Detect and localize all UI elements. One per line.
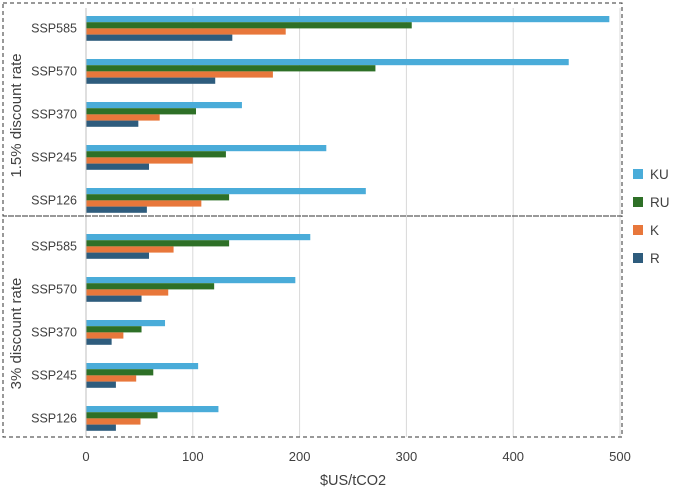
x-tick-label-0: 0	[82, 449, 89, 464]
bar-p1-ssp245-k	[86, 157, 193, 164]
bar-p2-ssp245-ku	[86, 363, 199, 370]
bar-p2-ssp570-k	[86, 289, 169, 296]
bar-p1-ssp245-ru	[86, 151, 226, 158]
bar-p2-ssp585-ku	[86, 234, 311, 241]
bar-p1-ssp245-r	[86, 163, 150, 170]
legend-label-ru: RU	[650, 195, 670, 210]
bar-p1-ssp245-ku	[86, 145, 327, 152]
bar-p1-ssp126-ku	[86, 188, 366, 195]
bar-p2-ssp370-k	[86, 332, 124, 339]
bar-p1-ssp585-ru	[86, 22, 412, 29]
panel-label-2: 3% discount rate	[8, 278, 25, 390]
bar-p2-ssp245-r	[86, 381, 116, 388]
legend-label-r: R	[650, 251, 660, 266]
bar-p2-ssp245-k	[86, 375, 137, 382]
bar-p2-ssp570-ru	[86, 283, 215, 290]
bar-p1-ssp126-ru	[86, 194, 230, 201]
legend-label-k: K	[650, 223, 659, 238]
category-label-p1-ssp126: SSP126	[31, 193, 77, 207]
x-tick-label-200: 200	[289, 449, 311, 464]
bar-p2-ssp370-ku	[86, 320, 166, 327]
x-axis-title: $US/tCO2	[320, 473, 386, 489]
bar-p1-ssp370-r	[86, 120, 139, 127]
bar-p1-ssp570-ru	[86, 65, 376, 72]
category-label-p2-ssp245: SSP245	[31, 368, 77, 382]
bar-p2-ssp370-ru	[86, 326, 142, 333]
bar-p1-ssp585-r	[86, 34, 233, 41]
bar-p2-ssp126-ru	[86, 412, 158, 419]
bar-p2-ssp585-ru	[86, 240, 230, 247]
bar-p1-ssp570-r	[86, 77, 216, 84]
bar-p2-ssp245-ru	[86, 369, 154, 376]
x-tick-label-500: 500	[609, 449, 631, 464]
bar-p2-ssp585-k	[86, 246, 174, 253]
bar-p1-ssp585-ku	[86, 16, 610, 23]
x-tick-label-300: 300	[396, 449, 418, 464]
x-tick-label-100: 100	[182, 449, 204, 464]
category-label-p2-ssp570: SSP570	[31, 282, 77, 296]
bar-p2-ssp126-k	[86, 418, 141, 425]
category-label-p1-ssp370: SSP370	[31, 107, 77, 121]
panel-label-1: 1.5% discount rate	[8, 53, 25, 177]
bar-p1-ssp126-k	[86, 200, 202, 207]
panel-box-2	[2, 215, 623, 438]
bar-p1-ssp570-k	[86, 71, 273, 78]
category-label-p1-ssp585: SSP585	[31, 21, 77, 35]
legend-swatch-k	[633, 225, 643, 235]
category-label-p2-ssp370: SSP370	[31, 325, 77, 339]
bar-p1-ssp370-k	[86, 114, 160, 121]
bar-p1-ssp126-r	[86, 206, 147, 213]
bar-p1-ssp370-ku	[86, 102, 242, 109]
bar-p2-ssp570-r	[86, 295, 142, 302]
x-tick-label-400: 400	[502, 449, 524, 464]
bar-p2-ssp570-ku	[86, 277, 296, 284]
category-label-p2-ssp126: SSP126	[31, 411, 77, 425]
legend-swatch-ru	[633, 197, 643, 207]
bar-p1-ssp585-k	[86, 28, 286, 35]
legend-label-ku: KU	[650, 167, 669, 182]
category-label-p1-ssp245: SSP245	[31, 150, 77, 164]
legend-swatch-r	[633, 253, 643, 263]
legend-swatch-ku	[633, 169, 643, 179]
bar-p1-ssp370-ru	[86, 108, 197, 115]
category-label-p2-ssp585: SSP585	[31, 239, 77, 253]
bar-p2-ssp370-r	[86, 338, 112, 345]
category-label-p1-ssp570: SSP570	[31, 64, 77, 78]
bar-p2-ssp585-r	[86, 252, 150, 259]
bar-p2-ssp126-ku	[86, 406, 219, 413]
bar-p2-ssp126-r	[86, 424, 116, 431]
bar-p1-ssp570-ku	[86, 59, 569, 66]
